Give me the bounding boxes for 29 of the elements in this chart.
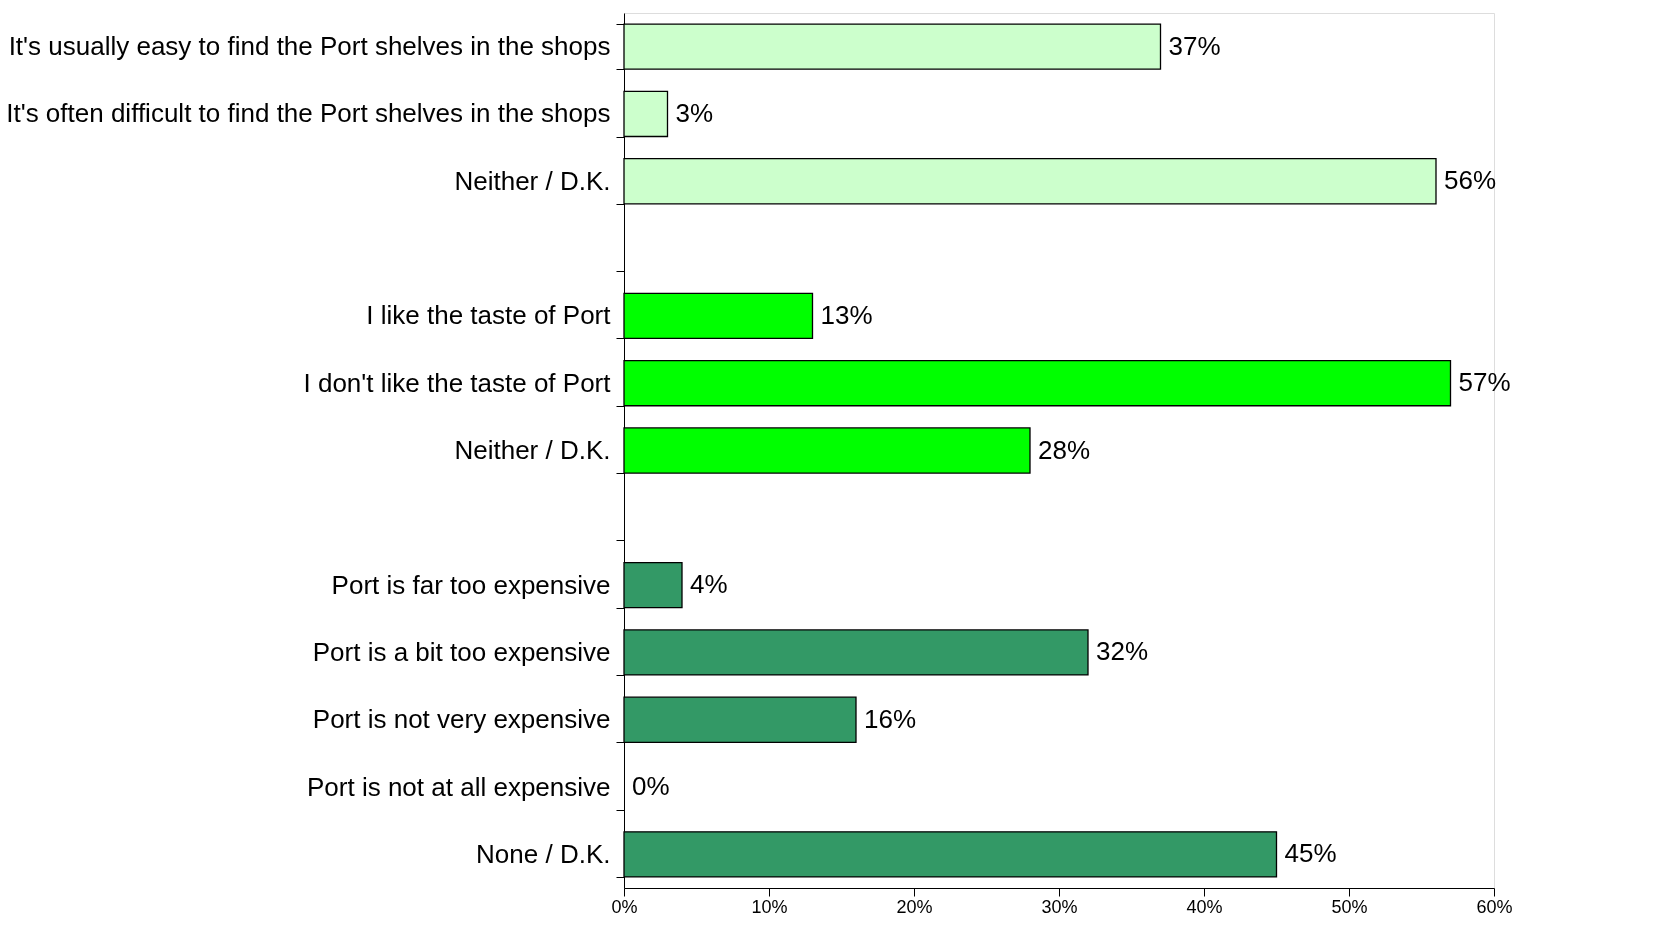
data-label: 45% [1284,838,1337,869]
data-label: 16% [864,703,917,734]
y-tick-label: It's often difficult to find the Port shelves in the shops [6,98,611,129]
data-label: 57% [1458,367,1511,398]
x-tick-label: 60% [1476,896,1513,917]
data-label: 4% [690,569,728,600]
x-tick-label: 10% [751,896,788,917]
x-tick-label: 40% [1186,896,1223,917]
y-tick-label: Port is not very expensive [312,704,611,735]
data-label: 37% [1168,30,1221,61]
data-label: 0% [632,771,670,802]
data-label: 13% [820,299,873,330]
data-label: 28% [1038,434,1091,465]
y-tick-label: Neither / D.K. [454,165,611,196]
data-label: 32% [1096,636,1149,667]
data-label: 3% [675,97,714,128]
y-tick-label: None / D.K. [476,838,611,869]
y-tick-label: Port is far too expensive [331,569,611,600]
y-tick-label: Port is a bit too expensive [312,636,611,667]
y-tick-label: Neither / D.K. [454,435,611,465]
x-tick-label: 30% [1041,896,1078,917]
x-tick-label: 0% [611,896,638,917]
x-tick-label: 50% [1331,896,1368,917]
x-tick-label: 20% [896,896,933,917]
y-tick-label: It's usually easy to find the Port shelves in the shops [8,31,611,62]
y-tick-label: I don't like the taste of Port [303,367,612,398]
y-tick-label: Port is not at all expensive [307,771,611,802]
data-label: 56% [1444,165,1497,196]
y-tick-label: I like the taste of Port [366,300,612,331]
